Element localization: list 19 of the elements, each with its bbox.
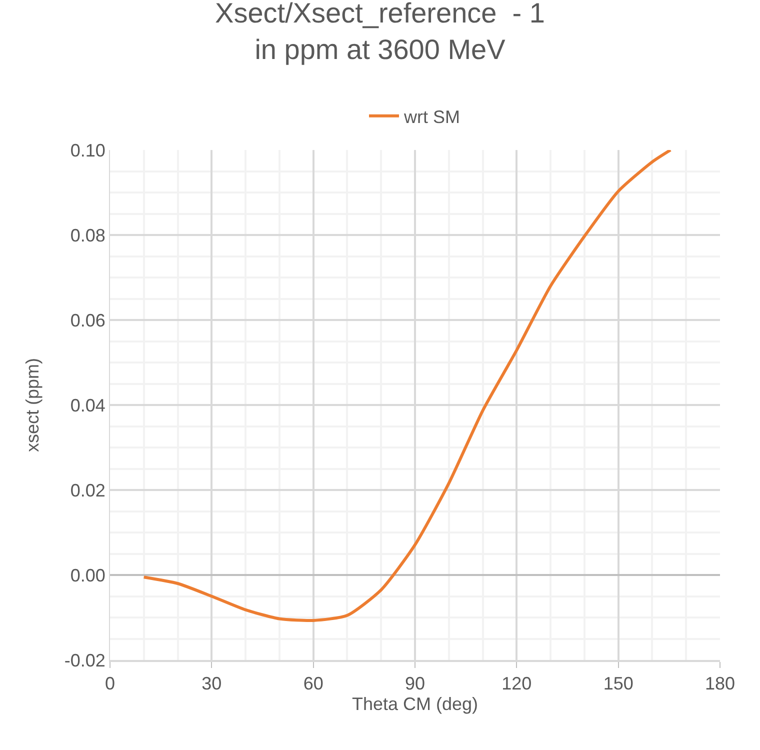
- y-tick-label: 0.00: [70, 565, 106, 586]
- x-tick-label: 0: [104, 674, 116, 694]
- legend-label: wrt SM: [403, 106, 460, 127]
- y-tick-label: -0.02: [64, 650, 106, 670]
- x-tick-label: 180: [704, 674, 736, 694]
- x-tick-label: 120: [502, 674, 532, 694]
- chart-title: Xsect/Xsect_reference - 1 in ppm at 3600 MeV: [215, 0, 545, 65]
- y-tick-label: 0.10: [70, 140, 106, 160]
- x-tick-label: 60: [303, 674, 324, 694]
- y-tick-label: 0.08: [70, 225, 106, 246]
- y-tick-label: 0.04: [70, 395, 106, 416]
- x-tick-label: 30: [202, 674, 222, 694]
- x-tick-label: 90: [404, 674, 426, 694]
- x-axis-title: Theta CM (deg): [352, 694, 478, 714]
- y-tick-label: 0.02: [70, 480, 106, 500]
- y-axis-title: xsect (ppm): [22, 358, 43, 452]
- x-tick-label: 150: [603, 674, 634, 694]
- line-series: [142, 150, 672, 622]
- y-tick-label: 0.06: [70, 310, 106, 330]
